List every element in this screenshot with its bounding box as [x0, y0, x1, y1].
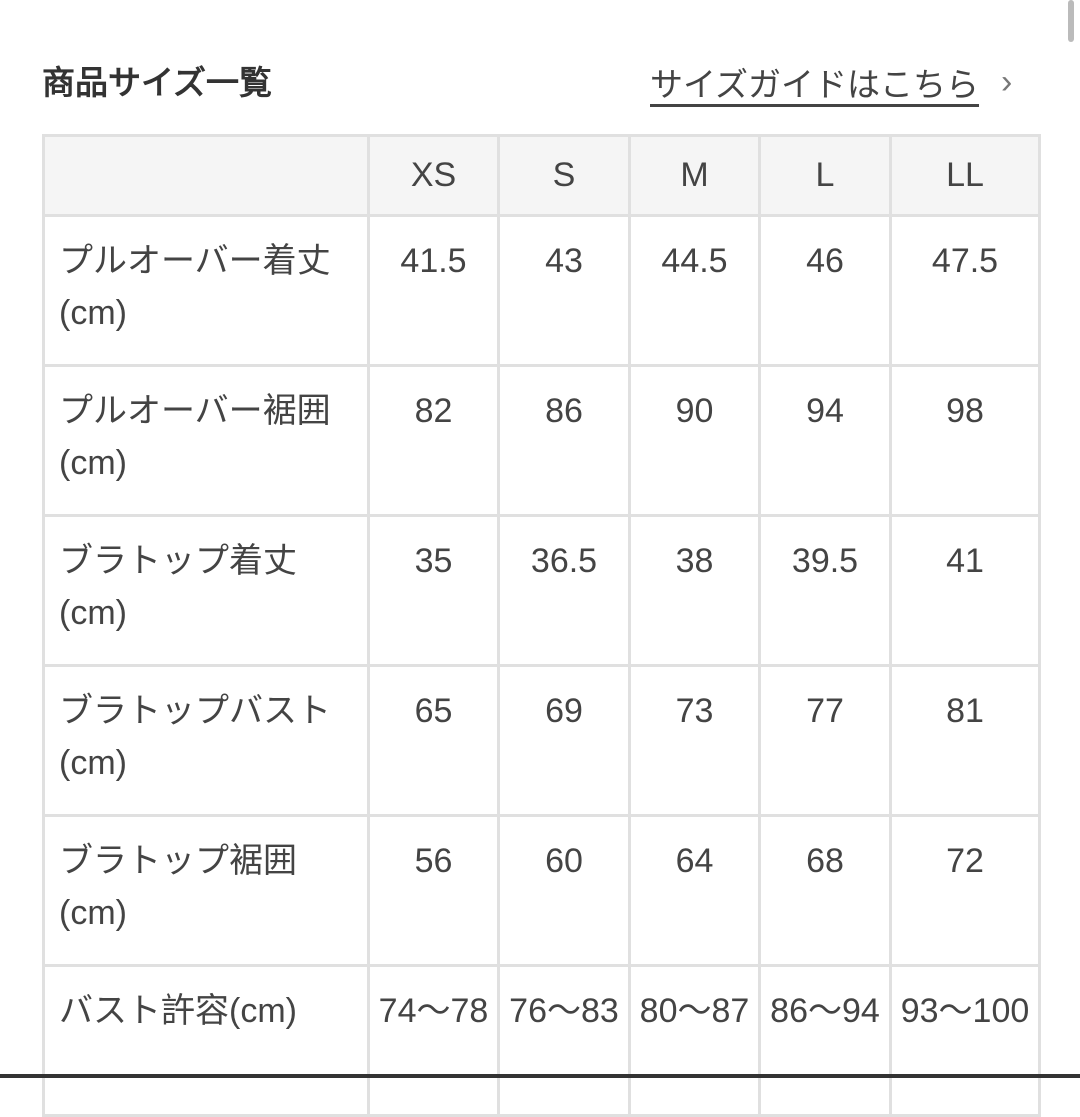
column-header: [42, 134, 370, 217]
table-row: プルオーバー裾囲(cm) 82 86 90 94 98: [42, 364, 1041, 517]
row-label: バスト許容(cm): [42, 964, 370, 1117]
table-cell: 41.5: [367, 214, 500, 367]
table-cell: 80〜87: [628, 964, 761, 1117]
table-cell: 74〜78: [367, 964, 500, 1117]
table-cell: 90: [628, 364, 761, 517]
column-header: L: [758, 134, 892, 217]
row-label: ブラトップバスト(cm): [42, 664, 370, 817]
table-cell: 94: [758, 364, 892, 517]
table-cell: 56: [367, 814, 500, 967]
table-cell: 72: [889, 814, 1041, 967]
row-label: ブラトップ裾囲(cm): [42, 814, 370, 967]
size-table: XS S M L LL プルオーバー着丈(cm) 41.5 43 44.5 46 47.5…: [42, 134, 1041, 1117]
table-row: ブラトップバスト(cm) 65 69 73 77 81: [42, 664, 1041, 817]
column-header: XS: [367, 134, 500, 217]
table-cell: 86〜94: [758, 964, 892, 1117]
table-row: プルオーバー着丈(cm) 41.5 43 44.5 46 47.5: [42, 214, 1041, 367]
table-row: ブラトップ裾囲(cm) 56 60 64 68 72: [42, 814, 1041, 967]
table-cell: 64: [628, 814, 761, 967]
table-cell: 86: [497, 364, 631, 517]
row-label: プルオーバー着丈(cm): [42, 214, 370, 367]
table-cell: 46: [758, 214, 892, 367]
row-label: プルオーバー裾囲(cm): [42, 364, 370, 517]
table-cell: 81: [889, 664, 1041, 817]
table-cell: 73: [628, 664, 761, 817]
size-guide-link-container[interactable]: サイズガイドはこちら ›: [650, 58, 1012, 106]
table-cell: 68: [758, 814, 892, 967]
table-cell: 60: [497, 814, 631, 967]
scrollbar[interactable]: [1068, 0, 1074, 42]
table-cell: 65: [367, 664, 500, 817]
table-cell: 39.5: [758, 514, 892, 667]
column-header: M: [628, 134, 761, 217]
chevron-right-icon: ›: [1001, 62, 1013, 101]
table-cell: 98: [889, 364, 1041, 517]
table-row: バスト許容(cm) 74〜78 76〜83 80〜87 86〜94 93〜100: [42, 964, 1041, 1117]
table-cell: 41: [889, 514, 1041, 667]
table-cell: 35: [367, 514, 500, 667]
table-cell: 47.5: [889, 214, 1041, 367]
table-cell: 76〜83: [497, 964, 631, 1117]
table-row: ブラトップ着丈(cm) 35 36.5 38 39.5 41: [42, 514, 1041, 667]
table-cell: 69: [497, 664, 631, 817]
divider: [0, 1074, 1080, 1078]
table-cell: 93〜100: [889, 964, 1041, 1117]
table-header-row: XS S M L LL: [42, 134, 1041, 217]
table-cell: 38: [628, 514, 761, 667]
size-guide-link[interactable]: サイズガイドはこちら: [650, 66, 980, 103]
table-cell: 36.5: [497, 514, 631, 667]
table-cell: 44.5: [628, 214, 761, 367]
column-header: LL: [889, 134, 1041, 217]
column-header: S: [497, 134, 631, 217]
table-cell: 82: [367, 364, 500, 517]
table-cell: 43: [497, 214, 631, 367]
row-label: ブラトップ着丈(cm): [42, 514, 370, 667]
page-title: 商品サイズ一覧: [42, 64, 273, 101]
table-cell: 77: [758, 664, 892, 817]
